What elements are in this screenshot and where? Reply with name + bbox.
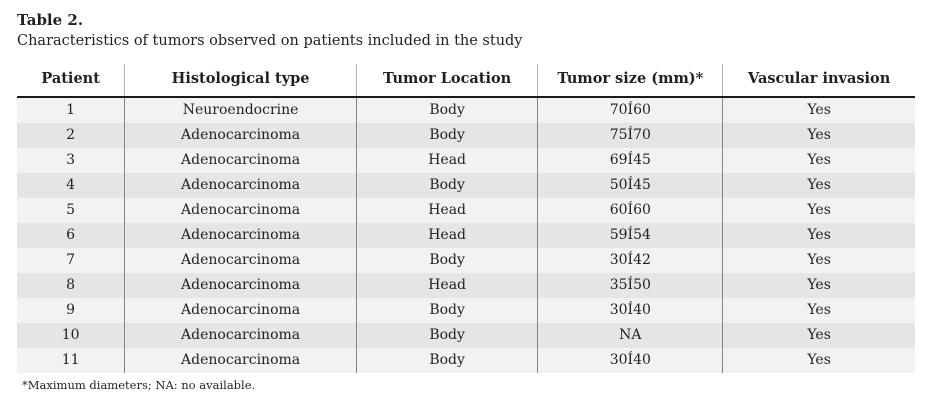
table-cell: Yes: [807, 302, 831, 319]
column-header: Vascular invasion: [722, 63, 915, 98]
table-cell: Head: [356, 222, 539, 248]
table-row: 7 Adenocarcinoma Body 30Í42 Yes: [17, 247, 915, 273]
table-cell: 30Í42: [537, 247, 724, 273]
column-header: Histological type: [124, 63, 357, 98]
table-cell: Body: [356, 297, 539, 323]
table-cell: Adenocarcinoma: [124, 172, 357, 198]
table-cell: Yes: [807, 277, 831, 294]
table-cell: Body: [356, 247, 539, 273]
table-cell: 30Í40: [537, 297, 724, 323]
column-header: Tumor size (mm)*: [537, 63, 724, 98]
table-cell: NA: [537, 322, 724, 348]
table-cell: Body: [356, 347, 539, 373]
table-cell: Head: [356, 272, 539, 298]
table-row: 10 Adenocarcinoma Body NA Yes: [17, 322, 915, 348]
table-cell: 10: [17, 322, 126, 348]
table-cell: Adenocarcinoma: [124, 297, 357, 323]
table-cell: 8: [17, 272, 126, 298]
table-cell: Yes: [807, 252, 831, 269]
table-cell: 4: [17, 172, 126, 198]
table-row: 3 Adenocarcinoma Head 69Í45 Yes: [17, 147, 915, 173]
table-cell: Body: [356, 172, 539, 198]
table-cell: 69Í45: [537, 147, 724, 173]
table-footnote: *Maximum diameters; NA: no available.: [22, 377, 256, 392]
table-row: 9 Adenocarcinoma Body 30Í40 Yes: [17, 297, 915, 323]
table-cell: Adenocarcinoma: [124, 122, 357, 148]
tumor-characteristics-table: Patient Histological type Tumor Location Tu…: [17, 63, 915, 373]
table-cell: 59Í54: [537, 222, 724, 248]
table-row: 8 Adenocarcinoma Head 35Í50 Yes: [17, 272, 915, 298]
table-cell: 75Í70: [537, 122, 724, 148]
column-header: Patient: [17, 63, 126, 98]
table-cell: 6: [17, 222, 126, 248]
table-body: 1 Neuroendocrine Body 70Í60 Yes 2 Adenocarcino…: [17, 96, 915, 373]
table-cell: Adenocarcinoma: [124, 272, 357, 298]
table-row: 5 Adenocarcinoma Head 60Í60 Yes: [17, 197, 915, 223]
table-cell: Body: [356, 122, 539, 148]
table-head: Patient Histological type Tumor Location Tu…: [17, 63, 915, 98]
table-cell: 70Í60: [537, 96, 724, 123]
table-cell: 3: [17, 147, 126, 173]
table-cell: Body: [356, 96, 539, 123]
table-cell: 2: [17, 122, 126, 148]
table-caption: Characteristics of tumors observed on pa…: [17, 32, 523, 49]
table-cell: 5: [17, 197, 126, 223]
column-header: Tumor Location: [356, 63, 539, 98]
table-row: 11 Adenocarcinoma Body 30Í40 Yes: [17, 347, 915, 373]
table-cell: 35Í50: [537, 272, 724, 298]
table-cell: 7: [17, 247, 126, 273]
table-cell: Yes: [807, 352, 831, 369]
table-cell: Head: [356, 147, 539, 173]
table-row: 1 Neuroendocrine Body 70Í60 Yes: [17, 96, 915, 123]
table-cell: 11: [17, 347, 126, 373]
table-cell: Adenocarcinoma: [124, 197, 357, 223]
table-cell: 60Í60: [537, 197, 724, 223]
table-cell: 9: [17, 297, 126, 323]
table-cell: Adenocarcinoma: [124, 322, 357, 348]
table-cell: Neuroendocrine: [124, 96, 357, 123]
table-row: 2 Adenocarcinoma Body 75Í70 Yes: [17, 122, 915, 148]
header-row: Patient Histological type Tumor Location Tu…: [17, 63, 915, 98]
table-cell: 1: [17, 96, 126, 123]
table-cell: Yes: [807, 102, 831, 119]
table-cell: Yes: [807, 327, 831, 344]
table-title: Table 2.: [17, 11, 84, 29]
table-cell: Yes: [807, 202, 831, 219]
table-cell: Yes: [807, 177, 831, 194]
page: Table 2. Characteristics of tumors obser…: [17, 11, 915, 392]
table-cell: Yes: [807, 127, 831, 144]
table-cell: Head: [356, 197, 539, 223]
table-cell: Adenocarcinoma: [124, 147, 357, 173]
table-row: 4 Adenocarcinoma Body 50Í45 Yes: [17, 172, 915, 198]
table-cell: Adenocarcinoma: [124, 247, 357, 273]
table-cell: Yes: [807, 152, 831, 169]
table-cell: 30Í40: [537, 347, 724, 373]
table-cell: Body: [356, 322, 539, 348]
table-cell: 50Í45: [537, 172, 724, 198]
table-cell: Adenocarcinoma: [124, 222, 357, 248]
table-cell: Yes: [807, 227, 831, 244]
table-cell: Adenocarcinoma: [124, 347, 357, 373]
table-row: 6 Adenocarcinoma Head 59Í54 Yes: [17, 222, 915, 248]
